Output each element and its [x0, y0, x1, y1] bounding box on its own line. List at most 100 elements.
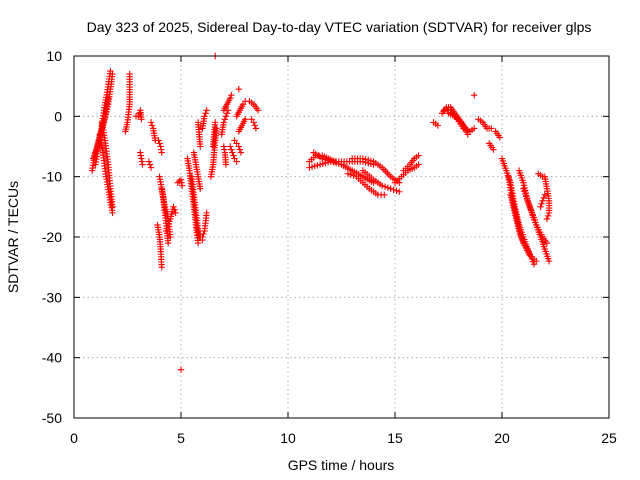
data-point — [533, 257, 540, 265]
data-point — [158, 263, 165, 271]
data-point — [221, 116, 229, 123]
data-point — [470, 92, 478, 99]
data-point — [202, 110, 209, 117]
data-point — [393, 187, 400, 194]
data-point — [344, 170, 352, 177]
data-point — [227, 95, 234, 102]
data-point — [203, 107, 210, 114]
y-axis-label: SDTVAR / TECUs — [5, 181, 21, 293]
data-point — [155, 137, 162, 144]
data-point — [230, 152, 237, 159]
data-point — [543, 215, 551, 223]
data-point — [252, 125, 260, 132]
data-point — [538, 200, 545, 208]
data-point — [222, 161, 230, 168]
data-point — [126, 70, 133, 78]
data-point — [396, 188, 403, 195]
y-tick-labels: -50 -40 -30 -20 -10 0 10 — [42, 48, 62, 426]
data-point — [324, 157, 332, 164]
data-point — [197, 185, 204, 192]
x-tick-label: 10 — [280, 430, 296, 446]
data-point — [147, 119, 155, 126]
data-point — [148, 122, 156, 129]
x-tick-labels: 0 5 10 15 20 25 — [70, 430, 617, 446]
x-tick-label: 20 — [494, 430, 510, 446]
data-point — [172, 209, 179, 217]
x-tick-label: 25 — [601, 430, 617, 446]
data-point — [145, 158, 153, 165]
data-point — [539, 197, 546, 204]
data-point — [545, 257, 553, 265]
data-point — [199, 233, 206, 241]
data-point — [321, 156, 329, 163]
data-point — [223, 110, 231, 117]
y-tick-label: -30 — [42, 289, 62, 305]
data-point — [235, 143, 242, 150]
data-point — [167, 233, 174, 241]
data-point — [390, 186, 397, 193]
data-point — [233, 158, 240, 165]
data-point — [177, 366, 185, 373]
data-point — [543, 239, 551, 247]
data-point — [250, 119, 257, 126]
grid-lines — [74, 56, 609, 418]
data-point — [237, 149, 245, 156]
data-point — [381, 191, 388, 198]
data-point — [109, 209, 116, 217]
data-point — [109, 203, 116, 211]
data-point — [227, 143, 234, 150]
axis-ticks — [73, 55, 610, 419]
data-point — [200, 230, 207, 238]
data-point — [488, 125, 495, 132]
data-point — [109, 70, 116, 78]
y-tick-label: -10 — [42, 169, 62, 185]
data-point — [222, 113, 230, 120]
data-point — [251, 122, 259, 129]
data-point — [235, 85, 242, 93]
data-point — [138, 116, 145, 123]
data-point — [350, 172, 357, 179]
data-point — [147, 164, 155, 171]
data-point — [384, 184, 392, 191]
data-point — [541, 191, 548, 198]
data-point — [171, 206, 178, 214]
data-point — [415, 152, 422, 159]
data-point — [158, 149, 165, 156]
data-point — [470, 125, 478, 132]
data-point — [254, 107, 262, 114]
data-point — [540, 194, 547, 201]
data-point — [347, 171, 354, 178]
data-point — [228, 92, 235, 99]
data-point — [496, 134, 504, 141]
data-point — [464, 128, 471, 135]
data-point — [156, 140, 163, 147]
data-point — [212, 119, 219, 126]
data-point — [490, 146, 497, 153]
data-point — [228, 146, 235, 153]
x-axis-label: GPS time / hours — [288, 457, 395, 473]
data-point — [178, 182, 186, 189]
data-point — [378, 182, 386, 189]
data-point — [194, 239, 202, 247]
data-point — [146, 161, 154, 168]
data-point — [242, 116, 249, 123]
data-point — [526, 251, 534, 259]
data-point — [387, 185, 394, 192]
y-tick-label: 0 — [54, 108, 62, 124]
data-point — [229, 149, 236, 156]
data-point — [139, 161, 146, 168]
data-point — [197, 143, 204, 150]
data-point — [415, 161, 422, 168]
data-point — [434, 122, 441, 129]
y-tick-label: -20 — [42, 229, 62, 245]
y-tick-label: 10 — [46, 48, 62, 64]
chart-title: Day 323 of 2025, Sidereal Day-to-day VTE… — [87, 19, 592, 35]
data-points — [88, 52, 553, 373]
data-point — [170, 203, 177, 211]
data-point — [236, 146, 244, 153]
x-tick-label: 15 — [387, 430, 403, 446]
data-point — [545, 209, 553, 217]
y-tick-label: -40 — [42, 350, 62, 366]
x-tick-label: 5 — [177, 430, 185, 446]
